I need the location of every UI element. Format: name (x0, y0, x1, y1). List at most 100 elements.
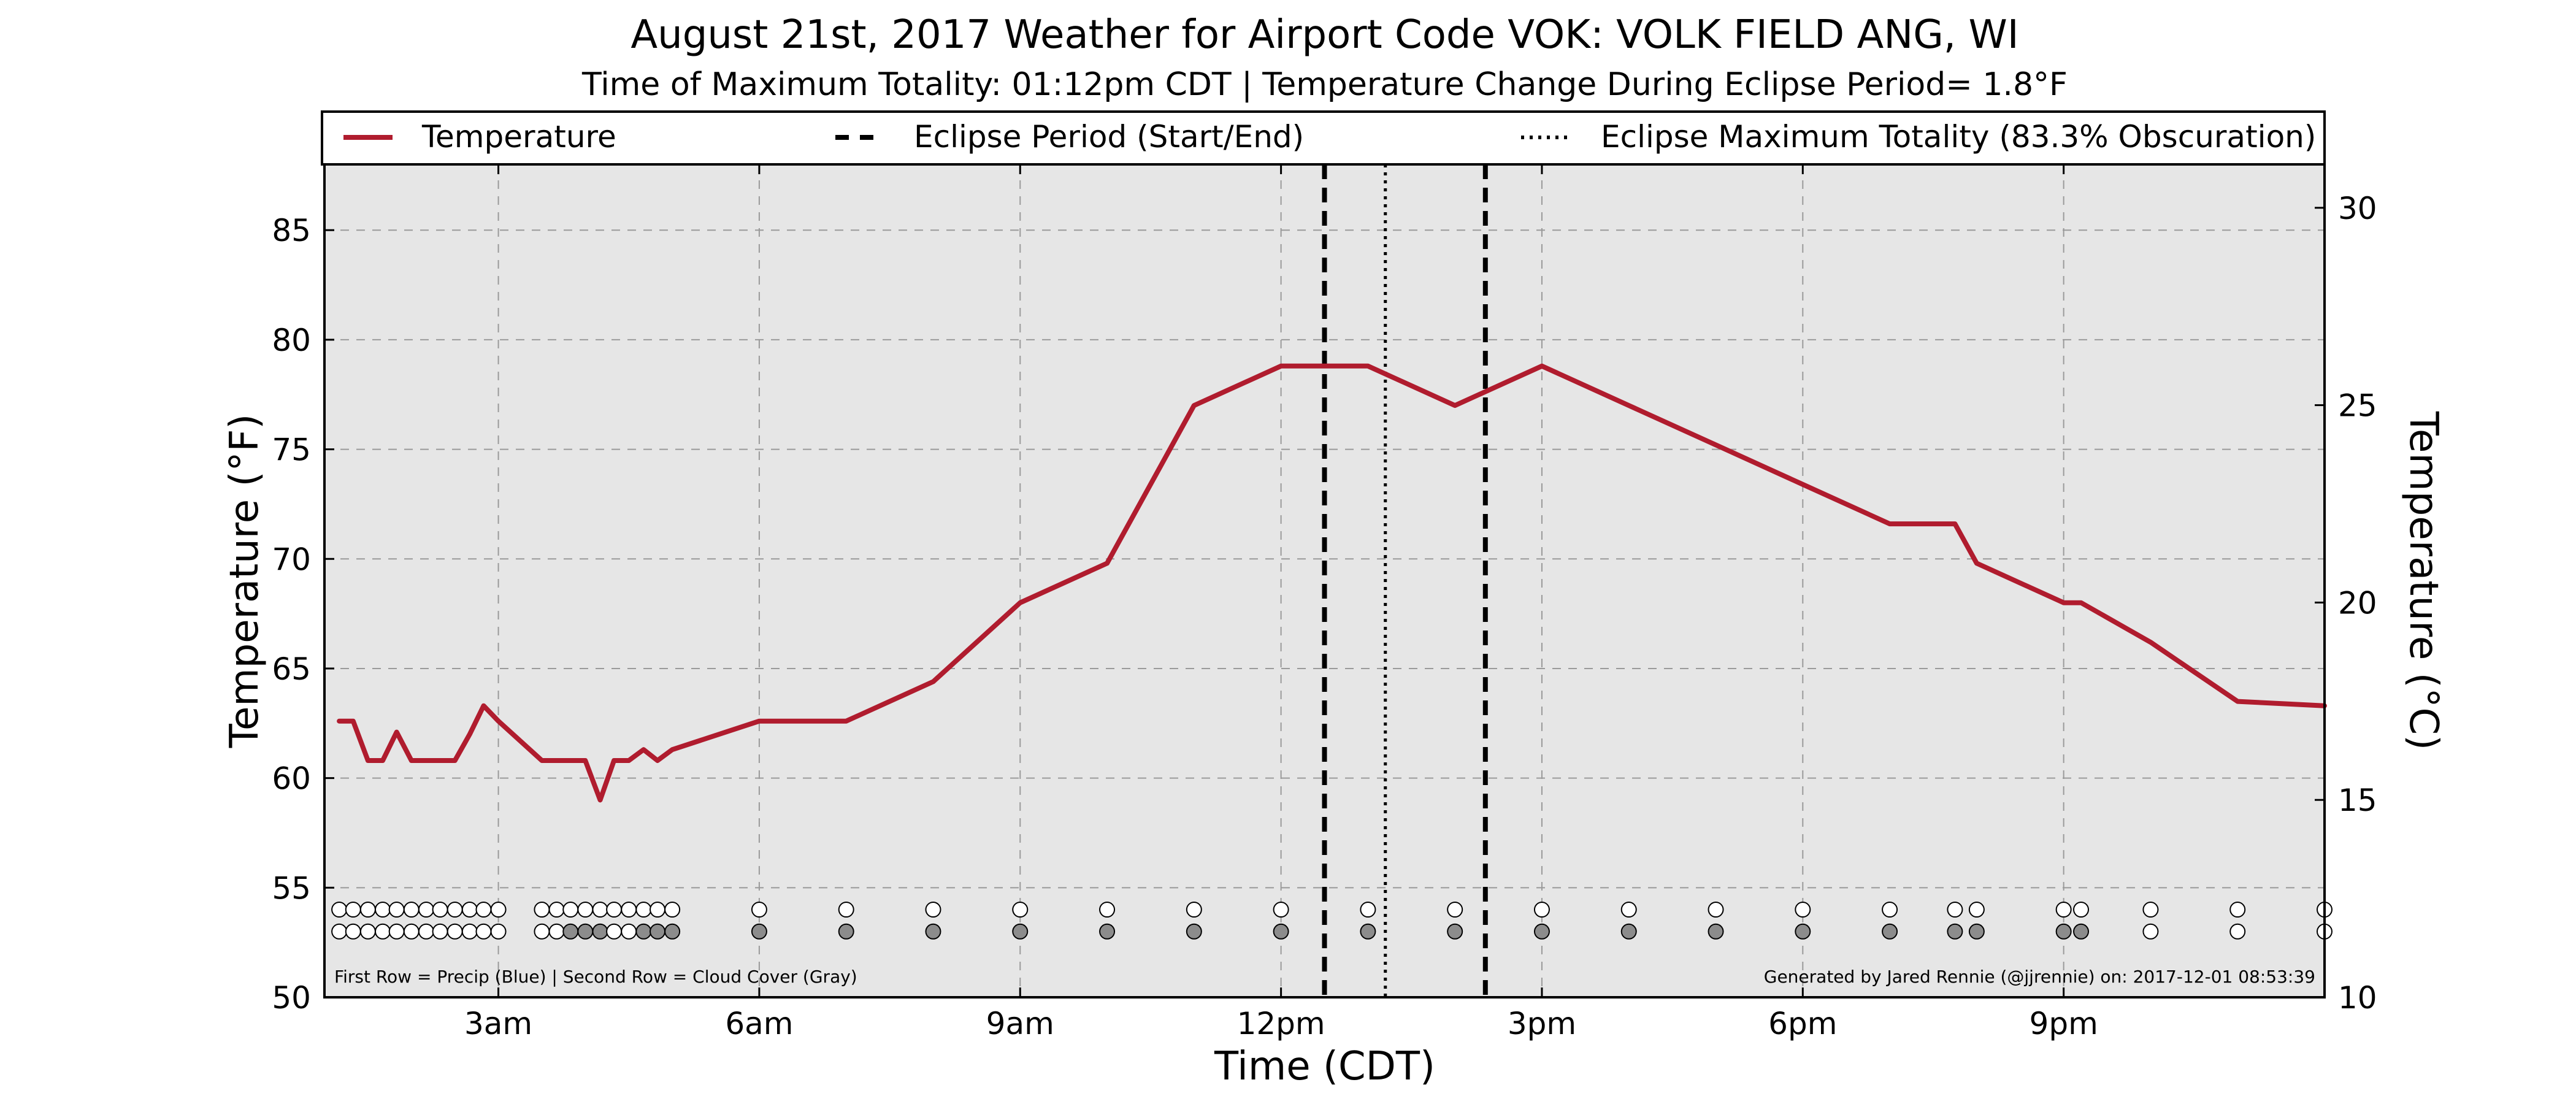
y-tick-label: 75 (272, 432, 311, 468)
cloud-cover-marker (1708, 923, 1724, 940)
precip-marker (548, 902, 565, 918)
cloud-cover-marker (592, 923, 608, 940)
precip-marker (635, 902, 652, 918)
cloud-cover-marker (2055, 923, 2072, 940)
plot-frame (323, 163, 2326, 999)
cloud-cover-marker (925, 923, 941, 940)
legend-temperature-label: Temperature (421, 119, 616, 155)
y-right-tick-label: 30 (2338, 191, 2377, 226)
cloud-cover-marker (1533, 923, 1550, 940)
cloud-cover-marker (359, 923, 376, 940)
precip-marker (562, 902, 579, 918)
cloud-cover-marker (418, 923, 434, 940)
precip-marker (490, 902, 507, 918)
y-tick-label: 50 (272, 980, 311, 1016)
y-axis-label: Temperature (°F) (222, 414, 267, 749)
y-axis-right-label: Temperature (°C) (2401, 411, 2446, 750)
precip-marker (403, 902, 420, 918)
y-right-tick-label: 25 (2338, 388, 2377, 424)
precip-marker (374, 902, 391, 918)
y-right-tick-label: 15 (2338, 783, 2377, 818)
precip-marker (534, 902, 550, 918)
cloud-cover-marker (1795, 923, 1811, 940)
cloud-cover-marker (403, 923, 420, 940)
cloud-cover-marker (1186, 923, 1202, 940)
precip-marker (577, 902, 594, 918)
footer-note-right: Generated by Jared Rennie (@jjrennie) on… (1764, 967, 2315, 987)
precip-marker (925, 902, 941, 918)
footer-note-left: First Row = Precip (Blue) | Second Row =… (334, 967, 857, 987)
cloud-cover-marker (562, 923, 579, 940)
legend-eclipse-period-label: Eclipse Period (Start/End) (914, 119, 1304, 155)
precip-marker (1273, 902, 1289, 918)
y-tick-label: 85 (272, 213, 311, 248)
chart-subtitle: Time of Maximum Totality: 01:12pm CDT | … (581, 66, 2068, 103)
precip-marker (345, 902, 361, 918)
x-axis-label: Time (CDT) (1214, 1044, 1435, 1089)
precip-marker (1447, 902, 1463, 918)
y-tick-label: 55 (272, 870, 311, 906)
y-right-tick-label: 10 (2338, 980, 2377, 1016)
series-lines (337, 363, 2327, 803)
cloud-cover-marker (1273, 923, 1289, 940)
precip-marker (606, 902, 623, 918)
cloud-cover-marker (1947, 923, 1963, 940)
cloud-cover-marker (2229, 923, 2246, 940)
cloud-cover-marker (650, 923, 666, 940)
cloud-cover-marker (1620, 923, 1637, 940)
observation-markers (331, 902, 2333, 940)
cloud-cover-marker (2073, 923, 2090, 940)
y-tick-label: 70 (272, 542, 311, 577)
precip-marker (621, 902, 637, 918)
precip-marker (2073, 902, 2090, 918)
precip-marker (1186, 902, 1202, 918)
chart-title: August 21st, 2017 Weather for Airport Co… (631, 12, 2018, 58)
precip-marker (2229, 902, 2246, 918)
plot-area (324, 164, 2325, 997)
precip-marker (331, 902, 348, 918)
cloud-cover-marker (751, 923, 767, 940)
legend-box (321, 110, 2326, 166)
x-tick-label: 6pm (1768, 1006, 1837, 1041)
precip-marker (1012, 902, 1029, 918)
y-tick-label: 80 (272, 323, 311, 358)
legend: Temperature Eclipse Period (Start/End) E… (321, 110, 2326, 166)
precip-marker (650, 902, 666, 918)
cloud-cover-marker (1012, 923, 1029, 940)
cloud-cover-marker (447, 923, 463, 940)
cloud-cover-marker (2142, 923, 2159, 940)
eclipse-lines (1322, 164, 1488, 997)
axis-ticks: 3am 6am 9am 12pm 3pm 6pm 9pm 50 55 60 65 70 75 80 85 10… (272, 164, 2377, 1041)
cloud-cover-marker (621, 923, 637, 940)
gridlines (324, 164, 2325, 997)
precip-marker (1947, 902, 1963, 918)
precip-marker (461, 902, 478, 918)
precip-marker (447, 902, 463, 918)
x-tick-label: 9am (986, 1006, 1054, 1041)
cloud-cover-marker (534, 923, 550, 940)
cloud-cover-marker (345, 923, 361, 940)
precip-marker (432, 902, 448, 918)
precip-marker (592, 902, 608, 918)
cloud-cover-marker (548, 923, 565, 940)
y-right-tick-label: 20 (2338, 585, 2377, 621)
x-tick-label: 3pm (1508, 1006, 1576, 1041)
cloud-cover-marker (432, 923, 448, 940)
legend-max-totality-label: Eclipse Maximum Totality (83.3% Obscurat… (1601, 119, 2316, 155)
cloud-cover-marker (1968, 923, 1985, 940)
x-tick-label: 9pm (2030, 1006, 2098, 1041)
cloud-cover-marker (838, 923, 854, 940)
precip-marker (1882, 902, 1898, 918)
temperature-line (337, 363, 2327, 803)
cloud-cover-marker (1360, 923, 1376, 940)
precip-marker (1099, 902, 1116, 918)
cloud-cover-marker (1447, 923, 1463, 940)
x-tick-label: 3am (464, 1006, 532, 1041)
x-tick-label: 12pm (1237, 1006, 1325, 1041)
precip-marker (1620, 902, 1637, 918)
precip-marker (1360, 902, 1376, 918)
x-tick-label: 6am (725, 1006, 793, 1041)
precip-marker (2055, 902, 2072, 918)
precip-marker (475, 902, 492, 918)
